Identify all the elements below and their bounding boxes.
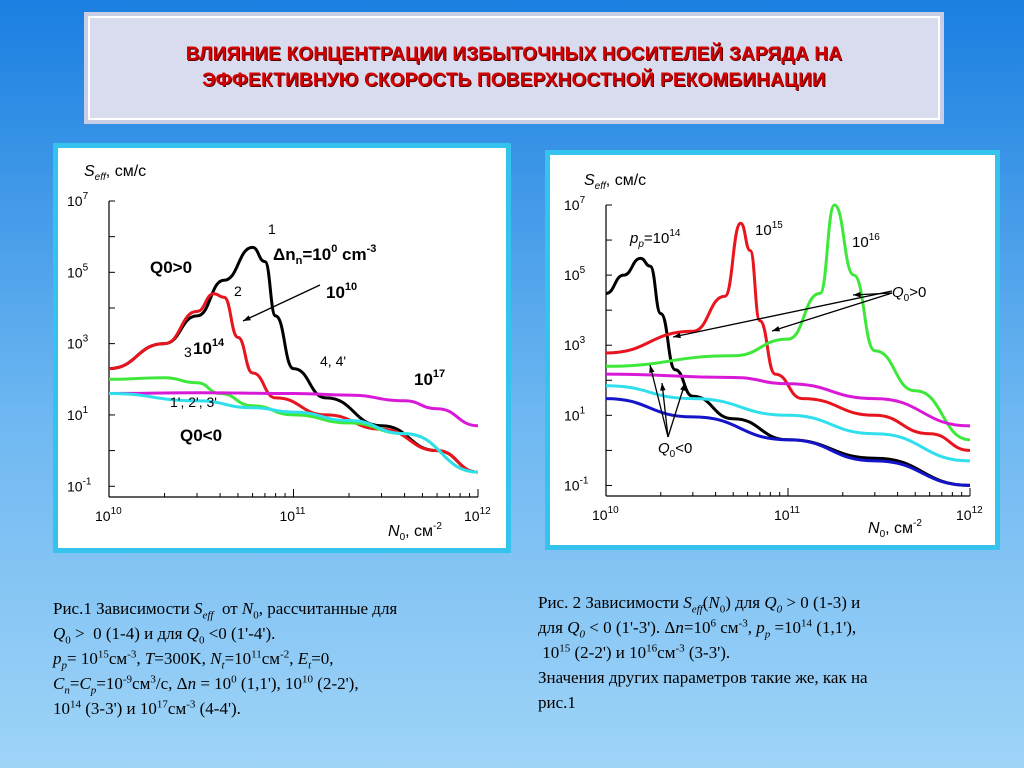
arrow-qneg-3-head [680, 383, 686, 391]
arrow-qneg-1-head [649, 365, 655, 373]
y-tick-label: 101 [564, 405, 586, 423]
title-box: ВЛИЯНИЕ КОНЦЕНТРАЦИИ ИЗБЫТОЧНЫХ НОСИТЕЛЕ… [88, 16, 940, 120]
series-line-4 [108, 391, 479, 428]
q-neg-label: Q0<0 [180, 426, 222, 445]
series-line-1 [108, 245, 479, 474]
arrow [242, 284, 321, 322]
x-tick-label: 1011 [280, 506, 306, 524]
curve-label-primes: 1', 2', 3' [170, 394, 217, 410]
arrow-qpos-3-head [853, 291, 861, 298]
chart-1-xlabel: N0, см-2 [388, 521, 442, 543]
q-neg-label: Q0<0 [658, 440, 692, 460]
arrow-1 [242, 284, 321, 322]
x-tick-label: 1012 [956, 505, 983, 523]
series-line-3 [605, 203, 971, 442]
y-tick-label: 107 [564, 195, 586, 213]
curve-label-2: 2 [234, 283, 242, 299]
y-tick-label: 107 [67, 191, 89, 209]
y-tick-label: 10-1 [564, 475, 589, 493]
x-tick-label: 1010 [592, 505, 619, 523]
chart-2-ylabel: Seff, см/с [584, 172, 646, 192]
caption-figure-1: Рис.1 Зависимости Seff от N0, рассчитанн… [53, 599, 398, 718]
value-1e16: 1016 [852, 232, 880, 251]
pp-label: pp=1014 [629, 228, 681, 250]
arrow-qneg-2 [661, 382, 669, 438]
series-line-4 [605, 372, 971, 428]
arrow-qneg-2-head [660, 383, 666, 391]
series-line-6 [605, 397, 971, 487]
value-1e15: 1015 [755, 220, 783, 239]
value-1e17: 1017 [414, 368, 445, 389]
value-1e14: 1014 [193, 337, 225, 358]
series-line-2 [108, 292, 479, 474]
chart-2-xlabel: N0, см-2 [868, 518, 922, 540]
curve-label-3: 3 [184, 344, 192, 360]
arrow-qpos-1 [672, 290, 893, 338]
arrow-qneg-3 [667, 382, 686, 438]
chart-1-frame: 107 105 103 101 10-1 1010 1011 1012 Seff, см/с … [53, 143, 511, 553]
x-tick-label: 1011 [774, 505, 800, 523]
y-tick-label: 105 [564, 265, 586, 283]
y-tick-label: 103 [564, 335, 586, 353]
title-line-2: ЭФФЕКТИВНУЮ СКОРОСТЬ ПОВЕРХНОСТНОЙ РЕКОМ… [202, 70, 826, 91]
arrow-qpos-2-head [772, 326, 780, 332]
series-group [605, 203, 971, 487]
caption-figure-2: Рис. 2 Зависимости Seff(N0) для Q0 > 0 (… [538, 593, 868, 712]
dn-label: Δnn=100 cm-3 [273, 243, 376, 267]
title-line-1: ВЛИЯНИЕ КОНЦЕНТРАЦИИ ИЗБЫТОЧНЫХ НОСИТЕЛЕ… [185, 44, 843, 65]
arrow-1-head [243, 315, 251, 321]
y-tick-label: 105 [67, 262, 89, 280]
arrow-qpos-1-head [673, 332, 681, 339]
series-group [108, 245, 479, 474]
y-tick-label: 103 [67, 334, 89, 352]
y-tick-label: 101 [67, 405, 89, 423]
title-frame: ВЛИЯНИЕ КОНЦЕНТРАЦИИ ИЗБЫТОЧНЫХ НОСИТЕЛЕ… [84, 12, 944, 124]
curve-label-4: 4, 4' [320, 353, 346, 369]
series-line-5 [605, 384, 971, 463]
q-pos-label: Q0>0 [892, 284, 926, 304]
q-pos-label: Q0>0 [150, 258, 192, 277]
arrows [649, 290, 893, 438]
curve-label-1: 1 [268, 221, 276, 237]
x-tick-label: 1010 [95, 506, 122, 524]
value-1e10: 1010 [326, 281, 357, 302]
series-line-5 [108, 392, 479, 474]
arrow-qpos-2 [771, 292, 893, 332]
arrow-qneg-1 [649, 364, 669, 438]
x-tick-label: 1012 [464, 506, 491, 524]
y-tick-label: 10-1 [67, 476, 92, 494]
chart-1-ylabel: Seff, см/с [84, 163, 146, 183]
chart-2-frame: 107 105 103 101 10-1 1010 1011 1012 Seff, см/с … [545, 150, 1000, 550]
